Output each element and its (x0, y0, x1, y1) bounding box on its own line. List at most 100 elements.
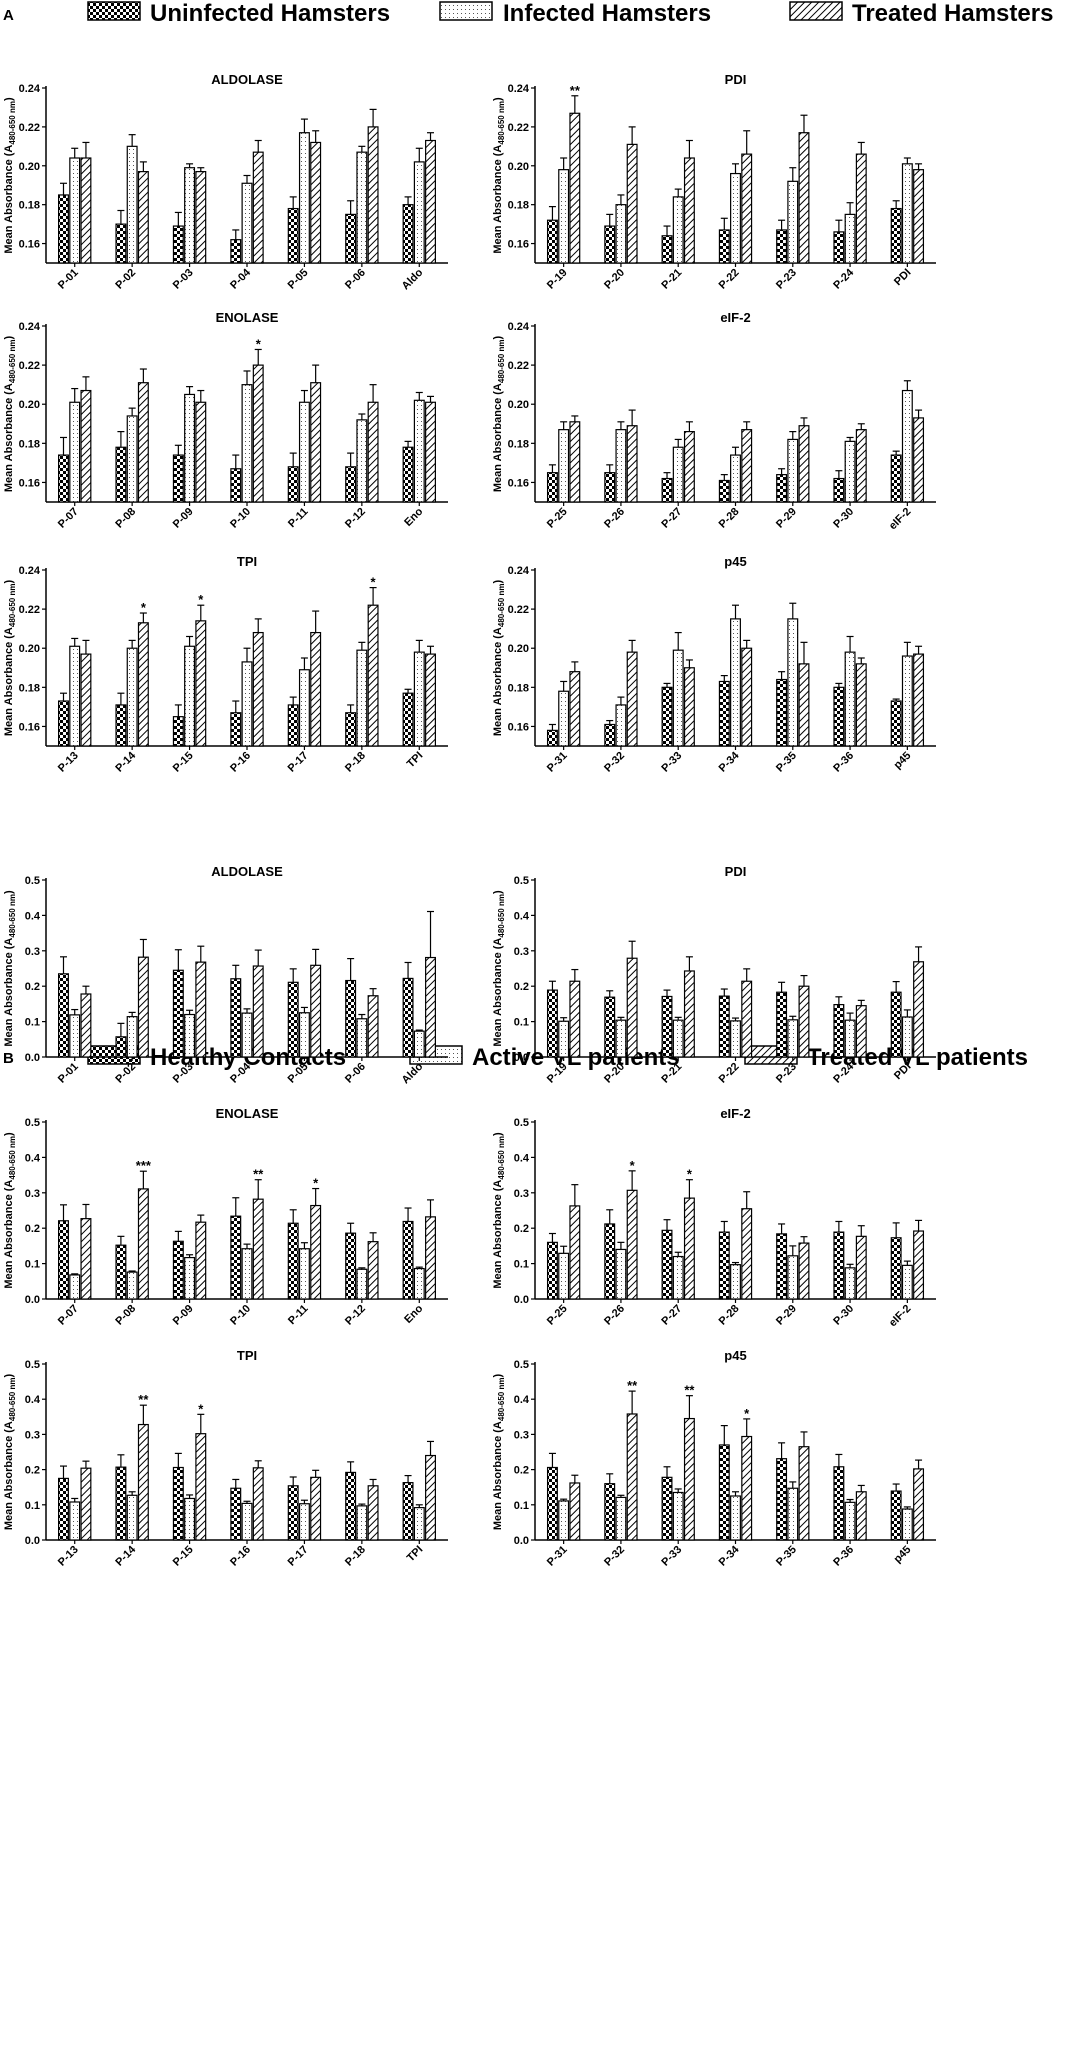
bar (367, 604, 379, 747)
bar (798, 663, 810, 747)
y-tick-label: 0.22 (508, 122, 529, 134)
y-tick-label: 0.24 (19, 565, 41, 577)
chart-title: TPI (237, 554, 257, 569)
bar (615, 429, 627, 503)
bar (425, 1454, 436, 1541)
y-tick-label: 0.1 (25, 1259, 40, 1271)
x-tick-label: P-19 (545, 267, 570, 292)
bar (402, 446, 414, 503)
significance-label: ** (253, 1167, 264, 1182)
x-tick-label: P-01 (56, 267, 81, 292)
bar (558, 169, 570, 264)
bar (230, 1215, 242, 1300)
bar (137, 622, 149, 747)
y-tick-label: 0.20 (508, 161, 529, 173)
x-tick-label: P-17 (286, 1544, 311, 1569)
section-label-b: B (3, 1050, 14, 1067)
x-tick-label: P-02 (113, 267, 138, 292)
legend-label-treated: Treated Hamsters (852, 0, 1053, 27)
x-tick-label: P-16 (228, 1544, 253, 1569)
bar (558, 429, 570, 503)
bar (546, 729, 558, 747)
bar (787, 438, 799, 503)
y-tick-label: 0.1 (514, 1017, 529, 1029)
bar (833, 477, 845, 503)
y-tick-label: 0.5 (25, 1117, 40, 1129)
x-tick-label: P-23 (774, 267, 799, 292)
bar (661, 995, 673, 1058)
bar (126, 1271, 138, 1300)
bar (741, 1208, 753, 1300)
bar (230, 978, 242, 1058)
bar (787, 1255, 799, 1300)
bar (425, 401, 436, 503)
x-tick-label: P-16 (228, 750, 253, 775)
bar (402, 1482, 414, 1541)
bar (683, 1417, 695, 1541)
x-tick-label: P-29 (774, 506, 799, 531)
bar (844, 1267, 856, 1300)
x-tick-label: TPI (405, 1544, 426, 1565)
bar (672, 1019, 684, 1058)
y-tick-label: 0.18 (508, 682, 529, 694)
bar (58, 1477, 69, 1541)
chart-title: p45 (724, 554, 746, 569)
chart-a-tpi: TPI Mean Absorbance (A480-650 nm)0.16 0.18… (3, 554, 448, 775)
significance-label: * (198, 1401, 204, 1416)
chart-title: ALDOLASE (211, 72, 283, 87)
bar (402, 977, 414, 1058)
x-tick-label: P-04 (228, 266, 254, 292)
bar (844, 1501, 856, 1541)
bar (741, 647, 753, 747)
chart-a-enolase: ENOLASE Mean Absorbance (A480-650 nm)0.16… (3, 310, 448, 531)
bar (345, 979, 357, 1058)
bar (741, 980, 753, 1058)
bar (58, 700, 69, 747)
y-tick-label: 0.22 (508, 604, 529, 616)
x-tick-label: P-06 (343, 267, 368, 292)
bar (890, 991, 902, 1058)
bar (626, 957, 638, 1058)
x-tick-label: P-30 (831, 506, 856, 531)
bar (672, 446, 684, 503)
bar (901, 389, 913, 503)
bar (69, 1501, 81, 1541)
bar (58, 454, 69, 503)
x-tick-label: P-03 (171, 267, 196, 292)
bar (844, 651, 856, 747)
bar (604, 723, 616, 747)
bar (901, 655, 913, 747)
chart-title: PDI (725, 72, 747, 87)
bar (855, 1005, 867, 1058)
y-axis-label: Mean Absorbance (A480-650 nm) (492, 1132, 506, 1289)
bar (413, 399, 425, 503)
x-tick-label: P-15 (171, 750, 196, 775)
bar (58, 1220, 69, 1300)
chart-b-aldolase: ALDOLASE Mean Absorbance (A480-650 nm) 0.0… (3, 864, 448, 1086)
bar (58, 973, 69, 1058)
y-tick-label: 0.3 (25, 946, 40, 958)
y-tick-label: 0.16 (508, 477, 529, 489)
bar (137, 382, 149, 503)
bar (287, 207, 299, 264)
x-tick-label: P-06 (343, 1061, 368, 1086)
bar (776, 1458, 788, 1541)
bar (672, 1491, 684, 1541)
bar (241, 182, 253, 264)
bar (855, 1235, 867, 1300)
bar (402, 1220, 414, 1300)
bar (718, 1231, 730, 1300)
bar (310, 1204, 322, 1300)
bar (137, 956, 149, 1058)
y-tick-label: 0.2 (25, 1465, 40, 1477)
bar (569, 980, 581, 1058)
bar (310, 141, 322, 264)
x-tick-label: P-20 (602, 267, 627, 292)
y-tick-label: 0.5 (25, 875, 40, 887)
x-tick-label: P-25 (545, 506, 570, 531)
chart-title: PDI (725, 864, 747, 879)
significance-label: * (687, 1167, 693, 1182)
bar (230, 239, 242, 264)
bar (776, 1233, 788, 1300)
bar (345, 213, 357, 264)
